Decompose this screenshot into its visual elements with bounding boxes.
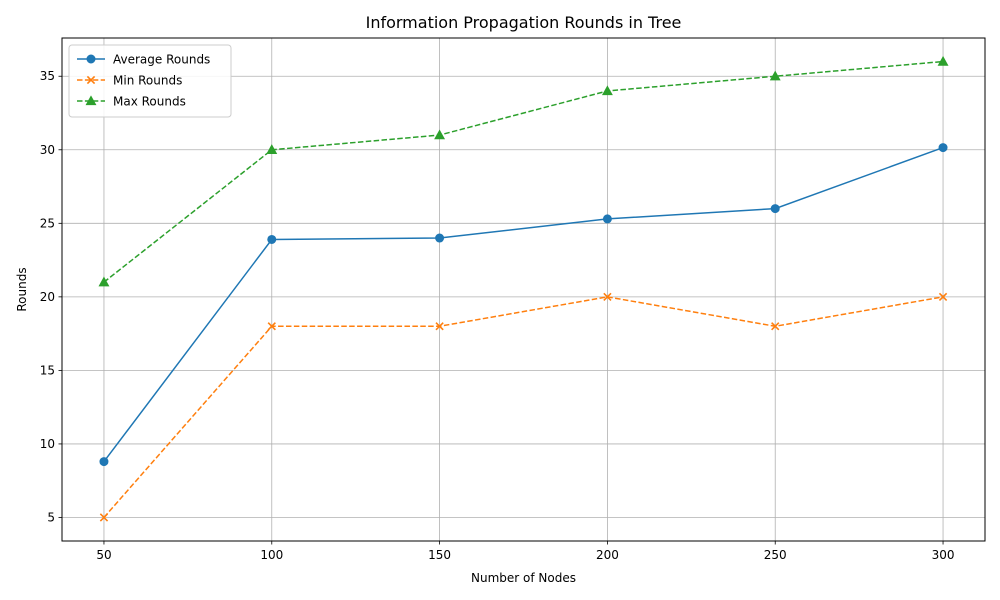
chart-title: Information Propagation Rounds in Tree (366, 13, 682, 32)
data-point (435, 233, 445, 243)
data-point (938, 143, 948, 153)
legend-marker (86, 75, 96, 85)
legend-item: Min Rounds (77, 74, 182, 88)
data-point (602, 214, 612, 224)
legend-marker (85, 95, 97, 106)
y-axis-title: Rounds (15, 267, 29, 311)
legend-marker (86, 54, 96, 64)
series-line (103, 296, 944, 518)
data-point (601, 85, 613, 96)
x-tick-label: 100 (260, 548, 283, 562)
y-tick-label: 10 (40, 437, 55, 451)
legend-box (68, 44, 232, 118)
legend-item: Average Rounds (77, 53, 210, 67)
y-tick-label: 15 (40, 363, 55, 377)
data-point (99, 513, 109, 522)
data-point (770, 204, 780, 214)
data-point (434, 129, 446, 140)
x-tick-label: 50 (96, 548, 111, 562)
y-tick-label: 5 (47, 510, 55, 524)
y-tick-label: 20 (40, 290, 55, 304)
series-line (103, 146, 944, 463)
legend-label: Max Rounds (113, 95, 186, 109)
y-tick-label: 25 (40, 216, 55, 230)
x-tick-label: 200 (596, 548, 619, 562)
legend: Average Rounds Min Rounds Max Rounds (68, 44, 232, 118)
y-tick-label: 30 (40, 143, 55, 157)
y-tick-label: 35 (40, 69, 55, 83)
data-point (937, 55, 949, 66)
data-point (938, 292, 948, 302)
legend-label: Min Rounds (113, 74, 182, 88)
data-point (603, 292, 612, 302)
series-min-rounds (99, 292, 948, 522)
grid-layer (62, 38, 985, 541)
x-axis-title: Number of Nodes (471, 571, 576, 585)
data-point (435, 322, 444, 331)
data-point (769, 70, 781, 81)
data-point (267, 322, 276, 331)
x-tick-label: 150 (428, 548, 451, 562)
series-layer (98, 55, 949, 522)
legend-item: Max Rounds (77, 95, 186, 109)
series-line (103, 60, 944, 283)
series-max-rounds (98, 55, 949, 287)
x-tick-label: 250 (764, 548, 787, 562)
data-point (267, 234, 277, 244)
data-point (98, 276, 110, 287)
data-point (266, 144, 278, 154)
x-tick-label: 300 (932, 548, 955, 562)
series-average-rounds (99, 143, 948, 467)
data-point (99, 457, 109, 467)
plot-area-frame (61, 37, 986, 542)
data-point (771, 322, 780, 331)
ticks-layer: 50 100 150 200 250 300 5 10 15 20 25 30 35 (40, 69, 955, 562)
legend-label: Average Rounds (113, 53, 210, 67)
